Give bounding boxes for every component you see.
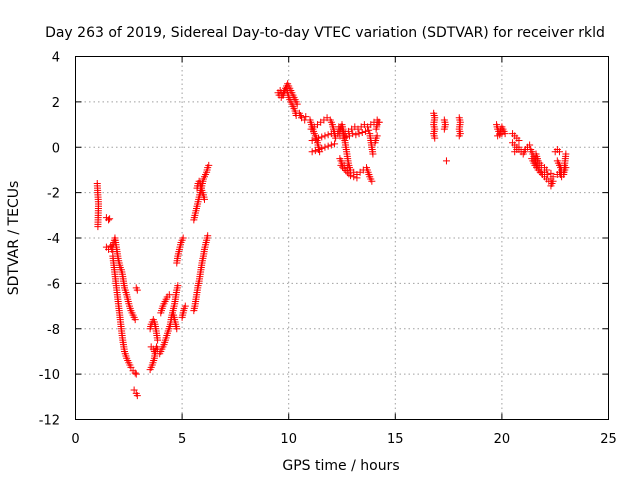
y-tick-label: 2 [52,96,60,111]
x-axis-label: GPS time / hours [282,458,399,474]
data-point [442,157,450,165]
data-point [165,291,173,299]
data-point [131,369,139,377]
data-point [339,163,347,171]
y-tick-label: -10 [39,368,60,383]
data-points [93,80,570,400]
data-point [440,125,448,133]
data-point [308,148,316,156]
data-point [543,166,551,174]
data-point [318,144,326,152]
data-point [349,130,357,138]
data-point [173,325,181,333]
data-point [365,126,373,134]
data-point [339,134,347,142]
y-tick-label: -2 [47,187,60,202]
data-point [331,140,339,148]
y-tick-label: 0 [52,141,60,156]
data-point [94,223,102,231]
data-point [547,169,555,177]
data-point [154,336,162,344]
data-point [311,135,319,143]
y-axis-label: SDTVAR / TECUs [6,181,22,296]
y-tick-label: -8 [47,323,60,338]
data-point [324,131,332,139]
data-point [355,130,363,138]
data-point [332,134,340,142]
data-point [133,392,141,400]
data-point [132,370,140,378]
data-point [343,168,351,176]
data-point [324,142,332,150]
x-tick-label: 15 [387,432,404,447]
data-point [515,136,523,144]
data-point [105,216,113,224]
data-point [373,132,381,140]
x-tick-label: 25 [600,432,617,447]
data-point [181,302,189,310]
data-point [347,172,355,180]
grid-lines [75,56,609,420]
chart-title: Day 263 of 2019, Sidereal Day-to-day VTE… [45,25,605,41]
y-tick-label: -6 [47,277,60,292]
data-point [321,132,329,140]
data-point [350,173,358,181]
data-point [131,316,139,324]
data-point [205,161,213,169]
data-point [150,347,158,355]
data-point [133,286,141,294]
data-point [562,150,570,158]
y-tick-label: -12 [39,414,60,429]
data-point [544,170,552,178]
data-point [353,174,361,182]
data-point [455,132,463,140]
y-tick-label: 4 [52,51,60,66]
data-point [369,150,377,158]
data-point [342,167,350,175]
axis-ticks [75,56,609,420]
data-point [106,215,114,223]
data-point [498,130,506,138]
y-tick-label: -4 [47,232,60,247]
data-point [345,170,353,178]
x-tick-labels: 0 5 10 15 20 25 [71,432,616,447]
data-point [340,165,348,173]
data-point [321,143,329,151]
data-point [337,161,345,169]
data-point [526,141,534,149]
data-point [549,177,557,185]
data-point [315,134,323,142]
data-point [431,134,439,142]
y-tick-labels: -12 -10 -8 -6 -4 -2 0 2 4 [39,51,60,429]
data-point [342,133,350,141]
data-point [327,141,335,149]
data-point [179,234,187,242]
x-tick-label: 20 [494,432,511,447]
data-point [368,177,376,185]
data-point [358,129,366,137]
x-tick-label: 0 [71,432,79,447]
data-point [555,148,563,156]
data-point [515,143,523,151]
data-point [302,113,310,121]
data-point [352,131,360,139]
x-tick-label: 10 [280,432,297,447]
data-point [374,118,382,126]
data-point [315,146,323,154]
data-point [318,133,326,141]
data-point [327,130,335,138]
data-point [293,100,301,108]
data-point [200,195,208,203]
data-point [311,147,319,155]
data-point [204,232,212,240]
data-point [361,127,369,135]
x-tick-label: 5 [178,432,186,447]
data-point [174,282,182,290]
data-point [308,136,316,144]
